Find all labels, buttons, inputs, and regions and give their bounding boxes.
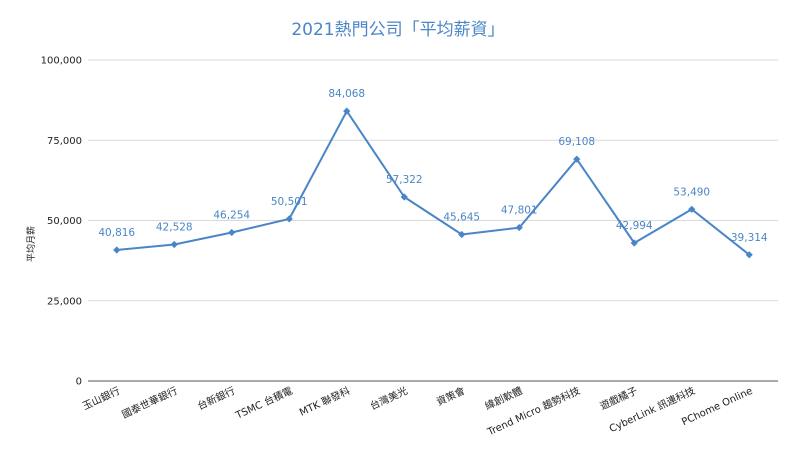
data-point-marker <box>113 246 121 254</box>
y-tick-label: 25,000 <box>47 296 82 307</box>
data-point-marker <box>688 205 696 213</box>
x-tick-label: 台新銀行 <box>195 384 237 413</box>
x-tick-label: 台灣美光 <box>368 384 410 413</box>
x-tick-label: 緯創軟體 <box>483 384 525 413</box>
y-tick-label: 75,000 <box>47 136 82 147</box>
data-label: 84,068 <box>328 88 365 100</box>
y-axis-ticks: 0 25,000 50,000 75,000 100,000 <box>41 56 82 388</box>
x-tick-label: Trend Micro 趨勢科技 <box>484 384 582 439</box>
data-label: 45,645 <box>443 211 480 223</box>
data-label: 39,314 <box>731 232 768 244</box>
data-label: 47,801 <box>501 205 538 217</box>
y-tick-label: 100,000 <box>41 56 82 67</box>
data-label: 53,490 <box>673 186 710 198</box>
series-line <box>116 110 750 256</box>
data-label: 46,254 <box>213 210 250 222</box>
data-point-marker <box>285 215 293 223</box>
data-label: 42,994 <box>616 220 653 232</box>
data-label: 42,528 <box>156 221 193 233</box>
data-point-marker <box>343 107 351 115</box>
x-tick-label: TSMC 台積電 <box>233 384 295 422</box>
data-label: 50,501 <box>271 196 308 208</box>
x-tick-label: MTK 聯發科 <box>297 384 352 419</box>
x-tick-label: 玉山銀行 <box>80 384 122 413</box>
data-point-marker <box>515 223 523 232</box>
data-label: 69,108 <box>558 136 595 148</box>
data-point-marker <box>745 251 753 259</box>
data-point-marker <box>400 193 408 201</box>
x-tick-label: 國泰世華銀行 <box>120 384 180 421</box>
data-point-marker <box>170 240 178 249</box>
data-labels: 40,816 42,528 46,254 50,501 84,068 57,322 45,6… <box>98 88 768 244</box>
x-tick-label: 資策會 <box>434 384 467 408</box>
data-point-marker <box>573 155 581 163</box>
data-point-marker <box>630 239 638 247</box>
data-point-marker <box>458 230 466 239</box>
data-label: 57,322 <box>386 174 423 186</box>
x-tick-label: 遊戲橘子 <box>598 384 640 413</box>
gridlines <box>88 59 778 302</box>
data-markers <box>113 107 753 259</box>
chart-title: 2021熱門公司「平均薪資」 <box>291 20 504 40</box>
y-tick-label: 50,000 <box>47 216 82 227</box>
data-label: 40,816 <box>98 227 135 239</box>
y-axis-label: 平均月薪 <box>25 226 37 262</box>
y-tick-label: 0 <box>76 377 82 388</box>
data-point-marker <box>228 228 236 237</box>
